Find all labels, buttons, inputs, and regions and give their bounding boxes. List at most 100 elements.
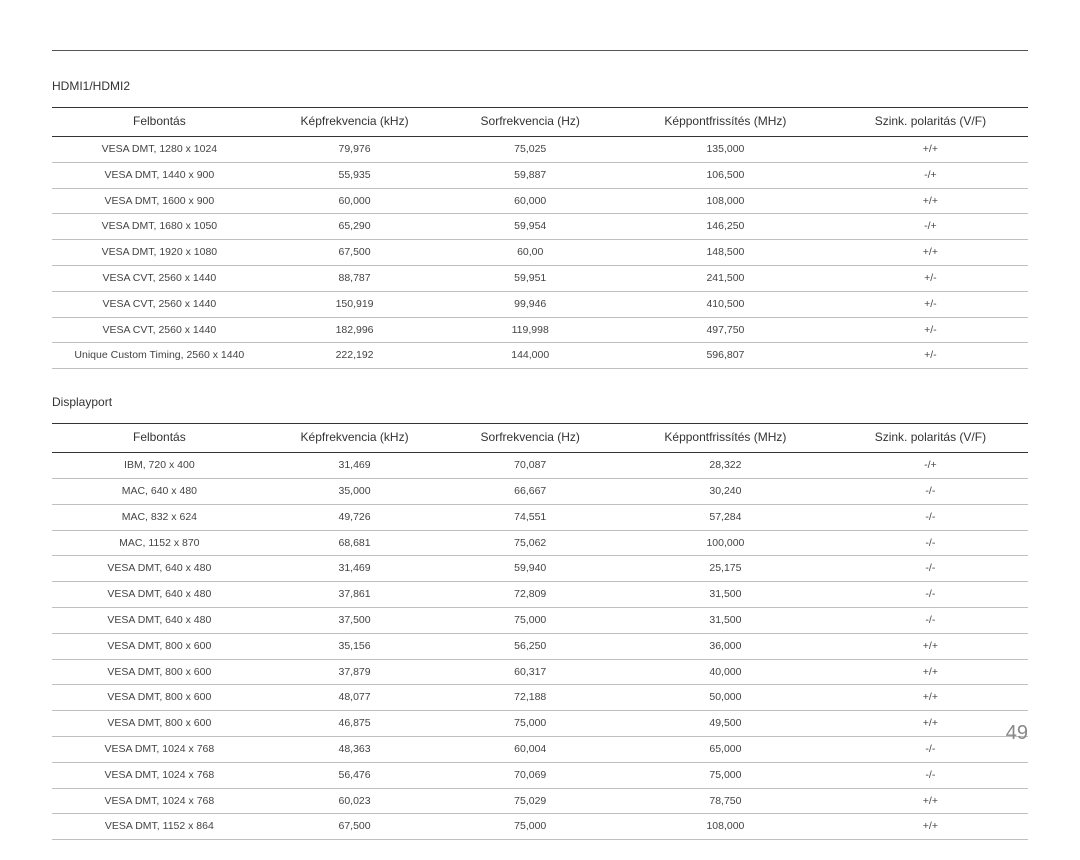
table-cell: 74,551 bbox=[442, 504, 618, 530]
table-cell: VESA DMT, 1680 x 1050 bbox=[52, 214, 267, 240]
table-cell: 31,500 bbox=[618, 607, 833, 633]
table-row: VESA DMT, 1680 x 105065,29059,954146,250… bbox=[52, 214, 1028, 240]
table-cell: VESA DMT, 1280 x 1024 bbox=[52, 137, 267, 163]
table-cell: VESA DMT, 800 x 600 bbox=[52, 633, 267, 659]
table-cell: VESA DMT, 1152 x 864 bbox=[52, 814, 267, 840]
table-cell: 60,00 bbox=[442, 240, 618, 266]
table-cell: 68,681 bbox=[267, 530, 443, 556]
table-cell: VESA DMT, 1024 x 768 bbox=[52, 736, 267, 762]
table-cell: MAC, 640 x 480 bbox=[52, 478, 267, 504]
table-cell: 35,000 bbox=[267, 478, 443, 504]
table-cell: 75,000 bbox=[442, 607, 618, 633]
table-row: MAC, 832 x 62449,72674,55157,284-/- bbox=[52, 504, 1028, 530]
table-row: Unique Custom Timing, 2560 x 1440222,192… bbox=[52, 343, 1028, 369]
table-cell: VESA DMT, 1600 x 900 bbox=[52, 188, 267, 214]
table-cell: IBM, 720 x 400 bbox=[52, 453, 267, 479]
table-cell: 59,951 bbox=[442, 265, 618, 291]
table-cell: +/- bbox=[833, 317, 1028, 343]
table-cell: 150,919 bbox=[267, 291, 443, 317]
table-cell: VESA DMT, 800 x 600 bbox=[52, 659, 267, 685]
table-cell: +/+ bbox=[833, 685, 1028, 711]
table-cell: +/+ bbox=[833, 633, 1028, 659]
table-cell: 59,940 bbox=[442, 556, 618, 582]
table-cell: 75,000 bbox=[442, 711, 618, 737]
table-cell: VESA DMT, 640 x 480 bbox=[52, 607, 267, 633]
table-cell: 75,062 bbox=[442, 530, 618, 556]
table-cell: 36,000 bbox=[618, 633, 833, 659]
col-header: Felbontás bbox=[52, 108, 267, 137]
top-horizontal-rule bbox=[52, 50, 1028, 51]
col-header: Sorfrekvencia (Hz) bbox=[442, 424, 618, 453]
table-cell: -/- bbox=[833, 762, 1028, 788]
table-cell: +/- bbox=[833, 291, 1028, 317]
table-cell: 99,946 bbox=[442, 291, 618, 317]
table-row: VESA DMT, 640 x 48037,86172,80931,500-/- bbox=[52, 582, 1028, 608]
table-cell: 48,363 bbox=[267, 736, 443, 762]
table-cell: MAC, 1152 x 870 bbox=[52, 530, 267, 556]
table-cell: 106,500 bbox=[618, 162, 833, 188]
table-cell: 49,500 bbox=[618, 711, 833, 737]
table-cell: 60,023 bbox=[267, 788, 443, 814]
table-cell: 59,954 bbox=[442, 214, 618, 240]
table-cell: VESA DMT, 800 x 600 bbox=[52, 711, 267, 737]
table-cell: 30,240 bbox=[618, 478, 833, 504]
table-cell: -/- bbox=[833, 736, 1028, 762]
table-cell: VESA CVT, 2560 x 1440 bbox=[52, 265, 267, 291]
table-row: VESA DMT, 800 x 60046,87575,00049,500+/+ bbox=[52, 711, 1028, 737]
col-header: Képfrekvencia (kHz) bbox=[267, 424, 443, 453]
table-cell: 55,935 bbox=[267, 162, 443, 188]
table-row: MAC, 640 x 48035,00066,66730,240-/- bbox=[52, 478, 1028, 504]
table-row: VESA DMT, 1440 x 90055,93559,887106,500-… bbox=[52, 162, 1028, 188]
table-cell: -/- bbox=[833, 607, 1028, 633]
table-cell: VESA DMT, 640 x 480 bbox=[52, 582, 267, 608]
table-row: VESA DMT, 800 x 60035,15656,25036,000+/+ bbox=[52, 633, 1028, 659]
table-cell: 79,976 bbox=[267, 137, 443, 163]
table-cell: 57,284 bbox=[618, 504, 833, 530]
table-cell: 144,000 bbox=[442, 343, 618, 369]
col-header: Sorfrekvencia (Hz) bbox=[442, 108, 618, 137]
section-displayport: Displayport Felbontás Képfrekvencia (kHz… bbox=[52, 395, 1028, 840]
table-row: MAC, 1152 x 87068,68175,062100,000-/- bbox=[52, 530, 1028, 556]
table-cell: 497,750 bbox=[618, 317, 833, 343]
table-cell: -/- bbox=[833, 530, 1028, 556]
table-row: VESA CVT, 2560 x 1440150,91999,946410,50… bbox=[52, 291, 1028, 317]
table-cell: 146,250 bbox=[618, 214, 833, 240]
table-cell: 65,290 bbox=[267, 214, 443, 240]
table-cell: 25,175 bbox=[618, 556, 833, 582]
table-cell: VESA DMT, 640 x 480 bbox=[52, 556, 267, 582]
table-row: VESA DMT, 1280 x 102479,97675,025135,000… bbox=[52, 137, 1028, 163]
table-cell: +/+ bbox=[833, 711, 1028, 737]
table-row: VESA DMT, 640 x 48031,46959,94025,175-/- bbox=[52, 556, 1028, 582]
table-cell: +/- bbox=[833, 343, 1028, 369]
table-cell: 72,809 bbox=[442, 582, 618, 608]
table-cell: VESA CVT, 2560 x 1440 bbox=[52, 291, 267, 317]
table-cell: 31,469 bbox=[267, 556, 443, 582]
table-cell: 88,787 bbox=[267, 265, 443, 291]
table-cell: +/- bbox=[833, 265, 1028, 291]
table-cell: 37,879 bbox=[267, 659, 443, 685]
table-cell: 182,996 bbox=[267, 317, 443, 343]
table-cell: VESA DMT, 1920 x 1080 bbox=[52, 240, 267, 266]
table-cell: +/+ bbox=[833, 137, 1028, 163]
table-row: VESA DMT, 640 x 48037,50075,00031,500-/- bbox=[52, 607, 1028, 633]
table-cell: 108,000 bbox=[618, 814, 833, 840]
table-cell: -/- bbox=[833, 556, 1028, 582]
section-title-displayport: Displayport bbox=[52, 395, 1028, 409]
table-cell: 100,000 bbox=[618, 530, 833, 556]
table-cell: 48,077 bbox=[267, 685, 443, 711]
table-cell: 56,250 bbox=[442, 633, 618, 659]
table-row: VESA DMT, 1600 x 90060,00060,000108,000+… bbox=[52, 188, 1028, 214]
table-cell: 222,192 bbox=[267, 343, 443, 369]
table-hdmi: Felbontás Képfrekvencia (kHz) Sorfrekven… bbox=[52, 107, 1028, 369]
table-cell: -/- bbox=[833, 478, 1028, 504]
table-cell: +/+ bbox=[833, 814, 1028, 840]
table-cell: 75,025 bbox=[442, 137, 618, 163]
table-cell: 70,069 bbox=[442, 762, 618, 788]
col-header: Képfrekvencia (kHz) bbox=[267, 108, 443, 137]
table-row: VESA DMT, 1024 x 76860,02375,02978,750+/… bbox=[52, 788, 1028, 814]
table-cell: VESA DMT, 1440 x 900 bbox=[52, 162, 267, 188]
table-body-hdmi: VESA DMT, 1280 x 102479,97675,025135,000… bbox=[52, 137, 1028, 369]
table-cell: 67,500 bbox=[267, 814, 443, 840]
table-cell: 60,000 bbox=[442, 188, 618, 214]
section-title-hdmi: HDMI1/HDMI2 bbox=[52, 79, 1028, 93]
